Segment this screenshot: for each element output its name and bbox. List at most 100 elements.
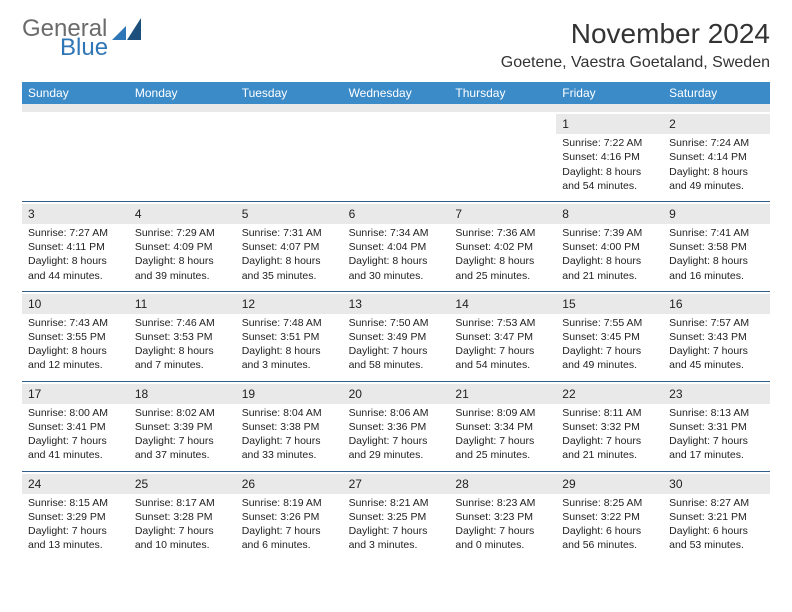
daylight-text: Daylight: 8 hours and 39 minutes. bbox=[135, 254, 230, 282]
dayname: Wednesday bbox=[343, 82, 450, 104]
sunrise-text: Sunrise: 8:23 AM bbox=[455, 496, 550, 510]
day-cell: 30Sunrise: 8:27 AMSunset: 3:21 PMDayligh… bbox=[663, 472, 770, 561]
day-number: 17 bbox=[22, 384, 129, 404]
daylight-text: Daylight: 7 hours and 29 minutes. bbox=[349, 434, 444, 462]
sunset-text: Sunset: 4:02 PM bbox=[455, 240, 550, 254]
day-number: 11 bbox=[129, 294, 236, 314]
sunrise-text: Sunrise: 8:19 AM bbox=[242, 496, 337, 510]
day-cell: 28Sunrise: 8:23 AMSunset: 3:23 PMDayligh… bbox=[449, 472, 556, 561]
sunrise-text: Sunrise: 8:21 AM bbox=[349, 496, 444, 510]
day-number: 26 bbox=[236, 474, 343, 494]
day-cell: 17Sunrise: 8:00 AMSunset: 3:41 PMDayligh… bbox=[22, 382, 129, 471]
daylight-text: Daylight: 8 hours and 3 minutes. bbox=[242, 344, 337, 372]
daylight-text: Daylight: 8 hours and 7 minutes. bbox=[135, 344, 230, 372]
day-cell: 4Sunrise: 7:29 AMSunset: 4:09 PMDaylight… bbox=[129, 202, 236, 291]
sunset-text: Sunset: 3:53 PM bbox=[135, 330, 230, 344]
dayname: Thursday bbox=[449, 82, 556, 104]
day-number: 10 bbox=[22, 294, 129, 314]
sunset-text: Sunset: 3:41 PM bbox=[28, 420, 123, 434]
sunset-text: Sunset: 3:38 PM bbox=[242, 420, 337, 434]
daylight-text: Daylight: 8 hours and 35 minutes. bbox=[242, 254, 337, 282]
day-cell: 14Sunrise: 7:53 AMSunset: 3:47 PMDayligh… bbox=[449, 292, 556, 381]
day-cell: 24Sunrise: 8:15 AMSunset: 3:29 PMDayligh… bbox=[22, 472, 129, 561]
sunrise-text: Sunrise: 7:43 AM bbox=[28, 316, 123, 330]
sunset-text: Sunset: 4:00 PM bbox=[562, 240, 657, 254]
daylight-text: Daylight: 6 hours and 53 minutes. bbox=[669, 524, 764, 552]
day-cell: . bbox=[22, 112, 129, 201]
day-cell: 23Sunrise: 8:13 AMSunset: 3:31 PMDayligh… bbox=[663, 382, 770, 471]
day-cell: . bbox=[129, 112, 236, 201]
dayname: Monday bbox=[129, 82, 236, 104]
daylight-text: Daylight: 8 hours and 54 minutes. bbox=[562, 165, 657, 193]
day-cell: 21Sunrise: 8:09 AMSunset: 3:34 PMDayligh… bbox=[449, 382, 556, 471]
week-row: 10Sunrise: 7:43 AMSunset: 3:55 PMDayligh… bbox=[22, 292, 770, 381]
topbar: General Blue November 2024 Goetene, Vaes… bbox=[22, 18, 770, 72]
daylight-text: Daylight: 7 hours and 33 minutes. bbox=[242, 434, 337, 462]
day-number: 27 bbox=[343, 474, 450, 494]
calendar-page: General Blue November 2024 Goetene, Vaes… bbox=[0, 0, 792, 578]
week-row: 24 Sunrise: 8:15 AMSunset: 3:29 PM Dayligh… bbox=[22, 472, 770, 561]
sunset-text: Sunset: 3:47 PM bbox=[455, 330, 550, 344]
day-number: 25 bbox=[129, 474, 236, 494]
sunset-text: Sunset: 3:58 PM bbox=[669, 240, 764, 254]
sunset-text: Sunset: 3:29 PM bbox=[28, 510, 123, 524]
day-cell: 11 Sunrise: 7:46 AMSunset: 3:53 PMDayligh… bbox=[129, 292, 236, 381]
day-cell: 5Sunrise: 7:31 AMSunset: 4:07 PMDaylight… bbox=[236, 202, 343, 291]
sunset-text: Sunset: 4:14 PM bbox=[669, 150, 764, 164]
daylight-text: Daylight: 7 hours and 37 minutes. bbox=[135, 434, 230, 462]
sunrise-text: Sunrise: 8:17 AM bbox=[135, 496, 230, 510]
day-number: 4 bbox=[129, 204, 236, 224]
day-cell: 15Sunrise: 7:55 AMSunset: 3:45 PMDayligh… bbox=[556, 292, 663, 381]
weeks-container: .....1Sunrise: 7:22 AMSunset: 4:16 PMDay… bbox=[22, 112, 770, 560]
day-cell: 3Sunrise: 7:27 AMSunset: 4:11 PMDaylight… bbox=[22, 202, 129, 291]
day-number: 3 bbox=[22, 204, 129, 224]
sunrise-text: Sunrise: 8:15 AM bbox=[28, 496, 123, 510]
sunset-text: Sunset: 4:04 PM bbox=[349, 240, 444, 254]
sunrise-text: Sunrise: 8:02 AM bbox=[135, 406, 230, 420]
day-cell: 18Sunrise: 8:02 AMSunset: 3:39 PMDayligh… bbox=[129, 382, 236, 471]
day-number: 30 bbox=[663, 474, 770, 494]
daylight-text: Daylight: 8 hours and 12 minutes. bbox=[28, 344, 123, 372]
sunrise-text: Sunrise: 7:55 AM bbox=[562, 316, 657, 330]
day-cell: 22Sunrise: 8:11 AMSunset: 3:32 PMDayligh… bbox=[556, 382, 663, 471]
sunrise-text: Sunrise: 8:13 AM bbox=[669, 406, 764, 420]
dayname: Friday bbox=[556, 82, 663, 104]
sunrise-text: Sunrise: 7:46 AM bbox=[135, 316, 230, 330]
daylight-text: Daylight: 7 hours and 3 minutes. bbox=[349, 524, 444, 552]
sunrise-text: Sunrise: 7:34 AM bbox=[349, 226, 444, 240]
sunset-text: Sunset: 3:36 PM bbox=[349, 420, 444, 434]
sunrise-text: Sunrise: 8:09 AM bbox=[455, 406, 550, 420]
sunset-text: Sunset: 3:51 PM bbox=[242, 330, 337, 344]
sunrise-text: Sunrise: 8:04 AM bbox=[242, 406, 337, 420]
sunset-text: Sunset: 3:22 PM bbox=[562, 510, 657, 524]
day-number: 24 bbox=[22, 474, 129, 494]
day-cell: . bbox=[343, 112, 450, 201]
sunset-text: Sunset: 3:45 PM bbox=[562, 330, 657, 344]
day-cell: 16Sunrise: 7:57 AMSunset: 3:43 PMDayligh… bbox=[663, 292, 770, 381]
sunset-text: Sunset: 3:21 PM bbox=[669, 510, 764, 524]
sunset-text: Sunset: 3:26 PM bbox=[242, 510, 337, 524]
daylight-text: Daylight: 8 hours and 30 minutes. bbox=[349, 254, 444, 282]
sunrise-text: Sunrise: 7:22 AM bbox=[562, 136, 657, 150]
day-cell: 10Sunrise: 7:43 AMSunset: 3:55 PMDayligh… bbox=[22, 292, 129, 381]
day-number: 6 bbox=[343, 204, 450, 224]
logo-text: General Blue bbox=[22, 18, 108, 60]
day-number: 18 bbox=[129, 384, 236, 404]
day-cell: 8Sunrise: 7:39 AMSunset: 4:00 PMDaylight… bbox=[556, 202, 663, 291]
day-number: 8 bbox=[556, 204, 663, 224]
sunrise-text: Sunrise: 7:50 AM bbox=[349, 316, 444, 330]
daylight-text: Daylight: 7 hours and 0 minutes. bbox=[455, 524, 550, 552]
sunset-text: Sunset: 3:34 PM bbox=[455, 420, 550, 434]
daylight-text: Daylight: 7 hours and 21 minutes. bbox=[562, 434, 657, 462]
daylight-text: Daylight: 7 hours and 25 minutes. bbox=[455, 434, 550, 462]
sunset-text: Sunset: 3:49 PM bbox=[349, 330, 444, 344]
sunrise-text: Sunrise: 7:48 AM bbox=[242, 316, 337, 330]
day-cell: 7Sunrise: 7:36 AMSunset: 4:02 PMDaylight… bbox=[449, 202, 556, 291]
day-cell: . bbox=[236, 112, 343, 201]
day-cell: 29Sunrise: 8:25 AMSunset: 3:22 PMDayligh… bbox=[556, 472, 663, 561]
day-cell: 6 Sunrise: 7:34 AMSunset: 4:04 PMDaylight… bbox=[343, 202, 450, 291]
sunrise-text: Sunrise: 8:11 AM bbox=[562, 406, 657, 420]
daylight-text: Daylight: 8 hours and 44 minutes. bbox=[28, 254, 123, 282]
day-cell: 1Sunrise: 7:22 AMSunset: 4:16 PMDaylight… bbox=[556, 112, 663, 201]
dayname-row: Sunday Monday Tuesday Wednesday Thursday… bbox=[22, 82, 770, 104]
